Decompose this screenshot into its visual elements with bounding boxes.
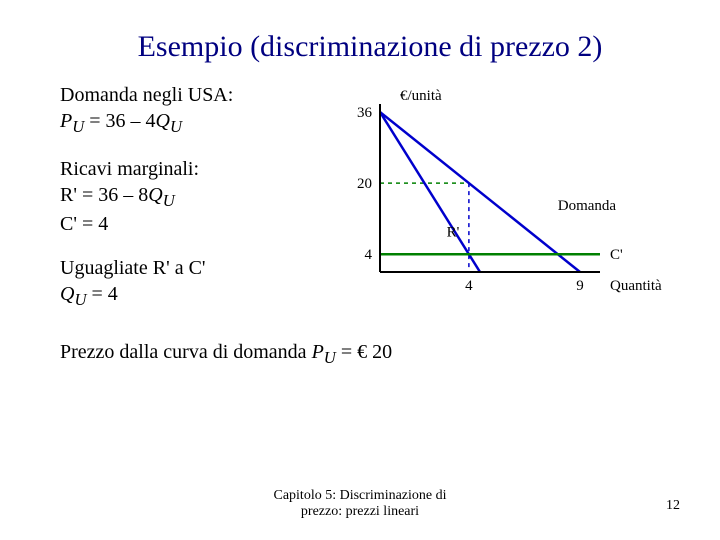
footer-line1: Capitolo 5: Discriminazione di [0,488,720,504]
bottom-prefix: Prezzo dalla curva di domanda [60,341,312,363]
bottom-line: Prezzo dalla curva di domanda PU = € 20 [60,341,680,368]
demand-eq: PU = 36 – 4QU [60,108,320,138]
mc-eq: C' = 4 [60,211,320,237]
left-column: Domanda negli USA: PU = 36 – 4QU Ricavi … [60,82,320,329]
equate-label: Uguagliate R' a C' [60,255,320,281]
chart-svg: 3620449€/unitàQuantitàDomandaR'C' [330,82,650,312]
block-mr: Ricavi marginali: R' = 36 – 8QU C' = 4 [60,156,320,238]
svg-text:4: 4 [465,278,473,294]
svg-text:C': C' [610,247,623,263]
svg-text:9: 9 [576,278,584,294]
svg-text:Domanda: Domanda [558,198,617,214]
svg-text:€/unità: €/unità [400,88,442,104]
chart: 3620449€/unitàQuantitàDomandaR'C' [330,82,650,312]
qu-eq: QU = 4 [60,281,320,311]
svg-text:20: 20 [357,176,372,192]
mr-label: Ricavi marginali: [60,156,320,182]
svg-text:36: 36 [357,105,373,121]
slide-title: Esempio (discriminazione di prezzo 2) [60,30,680,64]
footer-line2: prezzo: prezzi lineari [0,504,720,520]
block-demand: Domanda negli USA: PU = 36 – 4QU [60,82,320,138]
mr-eq: R' = 36 – 8QU [60,182,320,212]
svg-text:R': R' [447,224,460,240]
svg-text:Quantità: Quantità [610,278,662,294]
block-equate: Uguagliate R' a C' QU = 4 [60,255,320,311]
bottom-eq: PU = € 20 [312,341,393,363]
svg-text:4: 4 [365,247,373,263]
footer: Capitolo 5: Discriminazione di prezzo: p… [0,488,720,520]
demand-label: Domanda negli USA: [60,82,320,108]
page-number: 12 [666,498,680,514]
